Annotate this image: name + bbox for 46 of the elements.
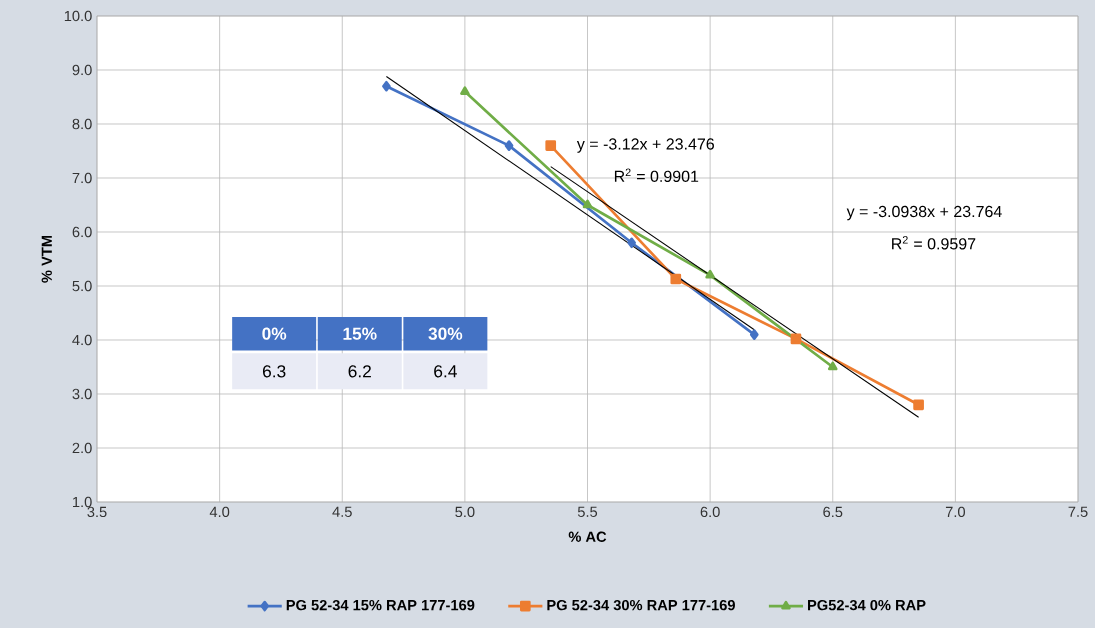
y-tick-label: 10.0: [64, 10, 92, 22]
y-axis-title: % VTM: [41, 235, 52, 283]
y-tick-label: 2.0: [72, 442, 92, 454]
point: [670, 273, 682, 285]
x-tick-label: 5.5: [577, 506, 598, 517]
annotation: 6.3: [262, 365, 286, 378]
annotation: R$^{2}$ = 0.9597: [892, 236, 976, 250]
point: [827, 361, 838, 371]
x-tick-label: 3.5: [87, 506, 107, 518]
x-tick-label: 6.0: [700, 506, 720, 518]
y-tick-label: 6.0: [72, 226, 92, 238]
x-tick-label: 6.5: [823, 506, 843, 518]
point: [705, 269, 715, 279]
annotation: 15%: [343, 327, 377, 340]
y-tick-label: 8.0: [72, 118, 92, 130]
point: [382, 80, 391, 92]
annotation: R$^{2}$ = 0.9901: [614, 168, 699, 182]
point: [913, 399, 924, 411]
y-tick-label: 4.0: [72, 334, 92, 346]
annotation: y = -3.0938x + 23.764: [846, 205, 1002, 221]
point: [460, 86, 470, 95]
y-tick-label: 7.0: [72, 172, 92, 184]
x-tick-label: 4.0: [209, 506, 230, 518]
x-axis-title: % AC: [568, 531, 607, 542]
annotation: 0%: [262, 327, 287, 340]
y-tick-label: 9.0: [72, 64, 92, 76]
point: [582, 199, 593, 209]
annotation: 6.2: [348, 365, 371, 378]
legend-label: PG52-34 0% RAP: [808, 599, 926, 611]
x-tick-label: 7.0: [945, 506, 965, 518]
x-tick-label: 7.5: [1068, 506, 1088, 517]
x-tick-label: 4.5: [332, 506, 352, 517]
point: [627, 237, 636, 249]
point: [749, 329, 759, 340]
y-tick-label: 1.0: [73, 496, 92, 508]
annotation: 30%: [428, 327, 463, 340]
y-tick-label: 5.0: [72, 280, 92, 292]
legend-label: PG 52-34 30% RAP 177-169: [547, 599, 735, 611]
point: [545, 140, 557, 151]
legend-label: PG 52-34 15% RAP 177-169: [286, 599, 475, 611]
annotation: y = -3.12x + 23.476: [576, 138, 714, 153]
point: [790, 333, 802, 345]
point: [504, 140, 514, 151]
annotation: 6.4: [434, 365, 457, 378]
y-tick-label: 3.0: [72, 388, 92, 400]
x-tick-label: 5.0: [455, 506, 475, 518]
